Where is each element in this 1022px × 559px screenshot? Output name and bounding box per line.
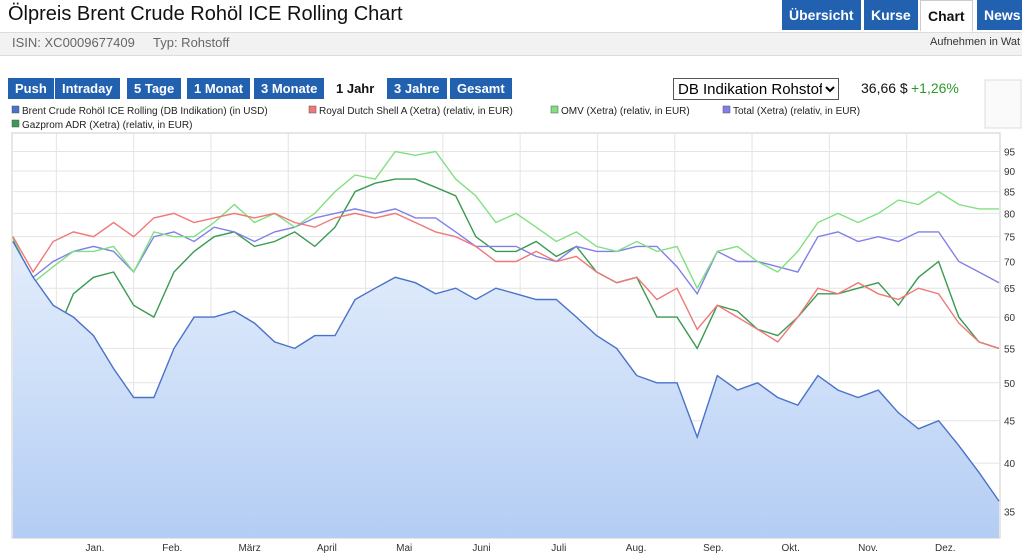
y-tick-label: 65 — [1004, 284, 1016, 295]
legend-label: OMV (Xetra) (relativ, in EUR) — [561, 106, 690, 117]
line — [12, 178, 1000, 350]
x-tick-label: Okt. — [782, 543, 800, 554]
y-tick-label: 40 — [1004, 459, 1016, 470]
line — [12, 208, 1000, 296]
page-title: Ölpreis Brent Crude Rohöl ICE Rolling Ch… — [8, 3, 403, 25]
nav-tab[interactable]: Übersicht — [782, 0, 861, 30]
legend-swatch — [308, 105, 317, 114]
line — [12, 241, 1000, 502]
y-tick-label: 55 — [1004, 344, 1016, 355]
y-tick-label: 60 — [1004, 313, 1016, 324]
legend-label: Brent Crude Rohöl ICE Rolling (DB Indika… — [22, 106, 268, 117]
settings-icon[interactable] — [984, 79, 1022, 129]
y-tick-label: 35 — [1004, 507, 1016, 518]
y-tick-label: 85 — [1004, 188, 1016, 199]
y-tick-label: 70 — [1004, 258, 1016, 269]
legend-swatch — [11, 119, 20, 128]
legend-swatch — [11, 105, 20, 114]
legend-swatch — [550, 105, 559, 114]
range-button[interactable]: 1 Jahr — [329, 78, 382, 99]
legend-swatch — [722, 105, 731, 114]
line — [12, 150, 999, 290]
x-tick-label: Sep. — [703, 543, 724, 554]
line — [12, 212, 1000, 350]
price: 36,66 $ — [861, 80, 908, 96]
info-bar — [0, 32, 1022, 56]
range-button[interactable]: 3 Jahre — [387, 78, 447, 99]
x-tick-label: Jan. — [86, 543, 105, 554]
range-button[interactable]: Push — [8, 78, 54, 99]
y-tick-label: 75 — [1004, 233, 1016, 244]
type: Typ: Rohstoff — [153, 35, 230, 50]
nav-tab[interactable]: News — [977, 0, 1022, 30]
x-tick-label: März — [238, 543, 260, 554]
change: +1,26% — [911, 80, 959, 96]
y-tick-label: 45 — [1004, 417, 1016, 428]
x-tick-label: Juli — [551, 543, 566, 554]
source-select[interactable]: DB Indikation Rohstoff — [673, 78, 839, 100]
y-tick-label: 80 — [1004, 209, 1016, 220]
watchlist-link[interactable]: Aufnehmen in Wat — [930, 36, 1021, 48]
x-tick-label: Juni — [472, 543, 490, 554]
isin: ISIN: XC0009677409 — [12, 35, 135, 50]
x-tick-label: Feb. — [162, 543, 182, 554]
range-button[interactable]: 3 Monate — [254, 78, 325, 99]
x-tick-label: April — [317, 543, 337, 554]
range-button[interactable]: 1 Monat — [187, 78, 251, 99]
range-button[interactable]: Gesamt — [450, 78, 512, 99]
x-tick-label: Mai — [396, 543, 412, 554]
y-tick-label: 90 — [1004, 167, 1016, 178]
y-tick-label: 95 — [1004, 147, 1016, 158]
legend-label: Total (Xetra) (relativ, in EUR) — [733, 106, 860, 117]
nav-tab[interactable]: Kurse — [864, 0, 918, 30]
range-button[interactable]: 5 Tage — [127, 78, 182, 99]
nav-tab[interactable]: Chart — [920, 0, 973, 31]
legend-label: Royal Dutch Shell A (Xetra) (relativ, in… — [319, 106, 513, 117]
legend-label: Gazprom ADR (Xetra) (relativ, in EUR) — [22, 120, 192, 131]
y-tick-label: 50 — [1004, 379, 1016, 390]
x-tick-label: Dez. — [935, 543, 956, 554]
x-tick-label: Aug. — [626, 543, 647, 554]
x-tick-label: Nov. — [858, 543, 878, 554]
area — [13, 241, 999, 538]
range-button[interactable]: Intraday — [55, 78, 120, 99]
